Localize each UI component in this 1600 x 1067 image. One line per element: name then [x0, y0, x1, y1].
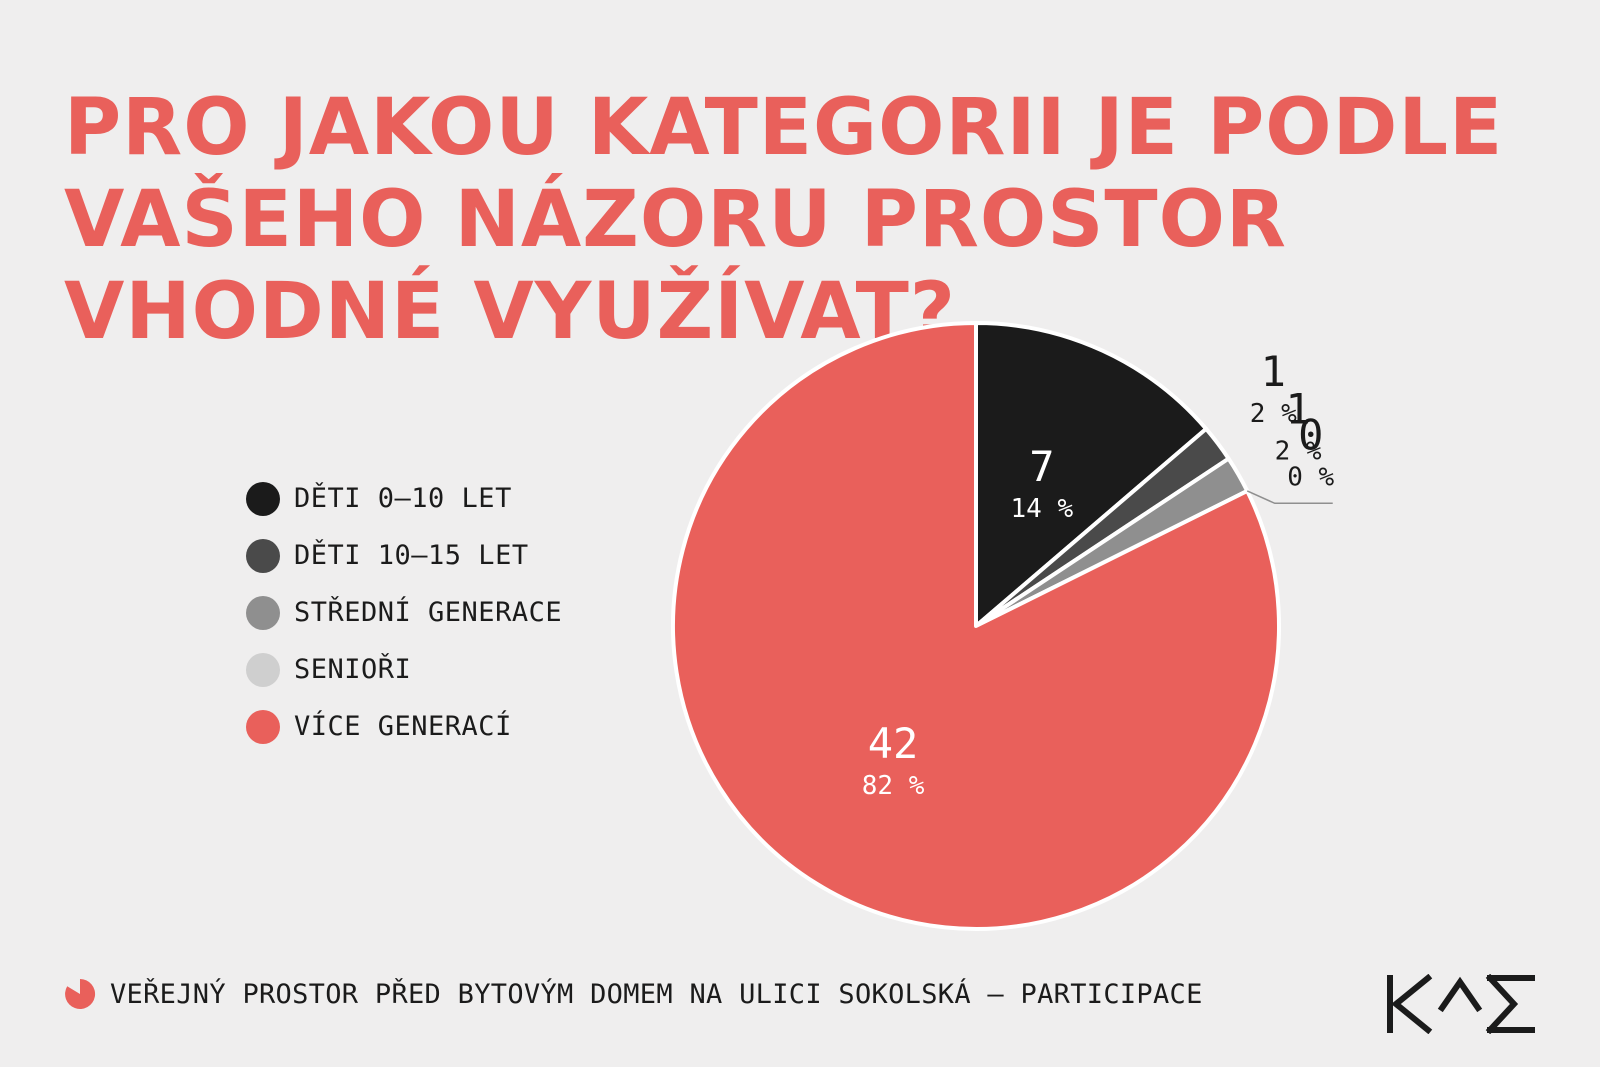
- pie-value-label: 0: [1298, 410, 1323, 459]
- legend-swatch: [246, 709, 280, 744]
- legend-item: STŘEDNÍ GENERACE: [246, 595, 563, 630]
- legend-item: VÍCE GENERACÍ: [246, 709, 562, 744]
- legend-item: DĚTI 0–10 LET: [246, 481, 562, 516]
- kam-logo-icon: [1387, 974, 1535, 1034]
- footer: VEŘEJNÝ PROSTOR PŘED BYTOVÝM DOMEM NA UL…: [64, 978, 1203, 1010]
- legend-swatch: [246, 595, 280, 630]
- legend-swatch: [246, 481, 280, 516]
- pie-chart-icon: [65, 978, 96, 1009]
- legend-swatch: [246, 652, 280, 687]
- legend-label: STŘEDNÍ GENERACE: [294, 597, 563, 628]
- legend-item: DĚTI 10–15 LET: [246, 538, 562, 573]
- pie-percent-label: 0 %: [1287, 462, 1334, 492]
- leader-line: [1246, 490, 1333, 505]
- page-title: PRO JAKOU KATEGORII JE PODLE VAŠEHO NÁZO…: [64, 83, 1504, 357]
- legend-label: DĚTI 10–15 LET: [294, 540, 529, 571]
- legend-label: SENIOŘI: [294, 654, 412, 685]
- legend-label: VÍCE GENERACÍ: [294, 711, 512, 742]
- pie-value-label: 1: [1285, 385, 1310, 434]
- pie-slice: [974, 321, 1209, 628]
- legend-swatch: [246, 538, 280, 573]
- legend-item: SENIOŘI: [246, 652, 562, 687]
- pie-percent-label: 82 %: [862, 771, 925, 801]
- pie-value-label: 7: [1029, 442, 1054, 491]
- pie-slice: [670, 321, 1281, 931]
- pie-percent-label: 2 %: [1275, 437, 1322, 467]
- pie-value-label: 42: [868, 719, 919, 768]
- chart-legend: DĚTI 0–10 LET DĚTI 10–15 LET STŘEDNÍ GEN…: [246, 481, 563, 767]
- legend-label: DĚTI 0–10 LET: [294, 483, 512, 514]
- footer-text: VEŘEJNÝ PROSTOR PŘED BYTOVÝM DOMEM NA UL…: [110, 978, 1203, 1010]
- pie-percent-label: 14 %: [1011, 494, 1074, 524]
- pie-percent-label: 2 %: [1250, 399, 1297, 429]
- pie-value-label: 1: [1261, 347, 1286, 396]
